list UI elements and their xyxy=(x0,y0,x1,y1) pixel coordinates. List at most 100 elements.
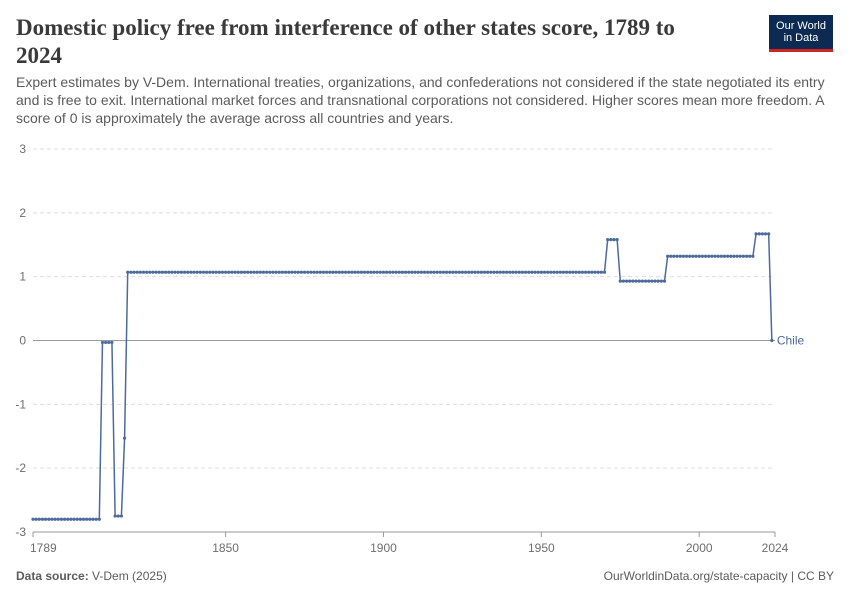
data-point xyxy=(486,270,490,274)
data-point xyxy=(621,279,626,283)
data-point xyxy=(722,254,727,258)
data-point xyxy=(318,270,322,274)
data-point xyxy=(249,270,253,274)
y-tick-label: 1 xyxy=(19,270,26,284)
data-point xyxy=(561,270,566,274)
data-point xyxy=(299,270,303,274)
data-point xyxy=(353,270,357,274)
data-point xyxy=(748,254,752,258)
data-point xyxy=(186,270,190,274)
data-point xyxy=(328,270,332,274)
data-point xyxy=(69,517,73,521)
url-license[interactable]: OurWorldinData.org/state-capacity | CC B… xyxy=(603,569,834,583)
data-point xyxy=(672,254,676,258)
data-point xyxy=(732,254,736,258)
data-point xyxy=(426,270,430,274)
data-point xyxy=(309,270,313,274)
data-point xyxy=(119,514,124,518)
data-point xyxy=(410,270,414,274)
data-point xyxy=(343,270,348,274)
data-point xyxy=(726,254,730,258)
data-point xyxy=(637,279,641,283)
data-point xyxy=(141,270,146,274)
data-point xyxy=(220,270,225,274)
data-point xyxy=(268,270,272,274)
data-point xyxy=(122,436,127,440)
data-point xyxy=(40,517,45,521)
data-point xyxy=(552,270,556,274)
data-point xyxy=(495,270,499,274)
data-point xyxy=(542,270,547,274)
data-point xyxy=(568,270,572,274)
y-tick-label: 0 xyxy=(19,334,26,348)
data-point xyxy=(135,270,139,274)
data-point xyxy=(104,340,108,345)
data-point xyxy=(684,254,689,258)
data-point xyxy=(72,517,76,521)
data-point xyxy=(634,279,638,283)
data-point xyxy=(508,270,512,274)
data-point xyxy=(258,270,262,274)
data-point xyxy=(347,270,351,274)
data-point xyxy=(400,270,405,274)
data-point xyxy=(659,279,663,283)
data-point xyxy=(441,270,446,274)
data-point xyxy=(716,254,720,258)
data-point xyxy=(132,270,136,274)
data-point xyxy=(246,270,250,274)
data-source-label: Data source: xyxy=(16,569,89,583)
data-point xyxy=(192,270,196,274)
data-point xyxy=(81,517,86,521)
data-point xyxy=(760,232,764,236)
data-point xyxy=(498,270,502,274)
data-point xyxy=(236,270,240,274)
data-point xyxy=(744,254,749,258)
data-point xyxy=(501,270,506,274)
data-point xyxy=(66,517,70,521)
data-point xyxy=(675,254,679,258)
data-point xyxy=(719,254,723,258)
data-point xyxy=(283,270,288,274)
data-point xyxy=(435,270,439,274)
data-point xyxy=(230,270,234,274)
data-point xyxy=(375,270,379,274)
data-point xyxy=(208,270,212,274)
data-point xyxy=(574,270,578,274)
data-point xyxy=(388,270,392,274)
data-point xyxy=(625,279,629,283)
data-point xyxy=(416,270,420,274)
data-point xyxy=(362,270,367,274)
data-point xyxy=(735,254,739,258)
data-point xyxy=(290,270,294,274)
data-point xyxy=(34,517,38,521)
data-point xyxy=(609,238,613,242)
data-point xyxy=(306,270,310,274)
data-point xyxy=(302,270,307,274)
chart-subtitle: Expert estimates by V-Dem. International… xyxy=(16,74,825,126)
data-point xyxy=(738,254,742,258)
data-point xyxy=(214,270,218,274)
data-point xyxy=(457,270,461,274)
data-point xyxy=(160,270,165,274)
data-point xyxy=(640,279,644,283)
data-point xyxy=(277,270,281,274)
data-point xyxy=(378,270,382,274)
data-point xyxy=(325,270,329,274)
data-point xyxy=(381,270,386,274)
data-point xyxy=(331,270,335,274)
data-point xyxy=(56,517,60,521)
data-point xyxy=(391,270,395,274)
data-point xyxy=(312,270,316,274)
data-point xyxy=(754,232,758,236)
data-point xyxy=(700,254,704,258)
data-point xyxy=(662,279,667,283)
data-point xyxy=(340,270,345,274)
data-point xyxy=(359,270,363,274)
owid-logo[interactable]: Our World in Data xyxy=(769,15,833,52)
data-point xyxy=(403,270,408,274)
data-point xyxy=(691,254,695,258)
data-point xyxy=(126,270,130,274)
x-tick-label: 2000 xyxy=(686,541,713,555)
data-point xyxy=(78,517,82,521)
data-point xyxy=(492,270,496,274)
